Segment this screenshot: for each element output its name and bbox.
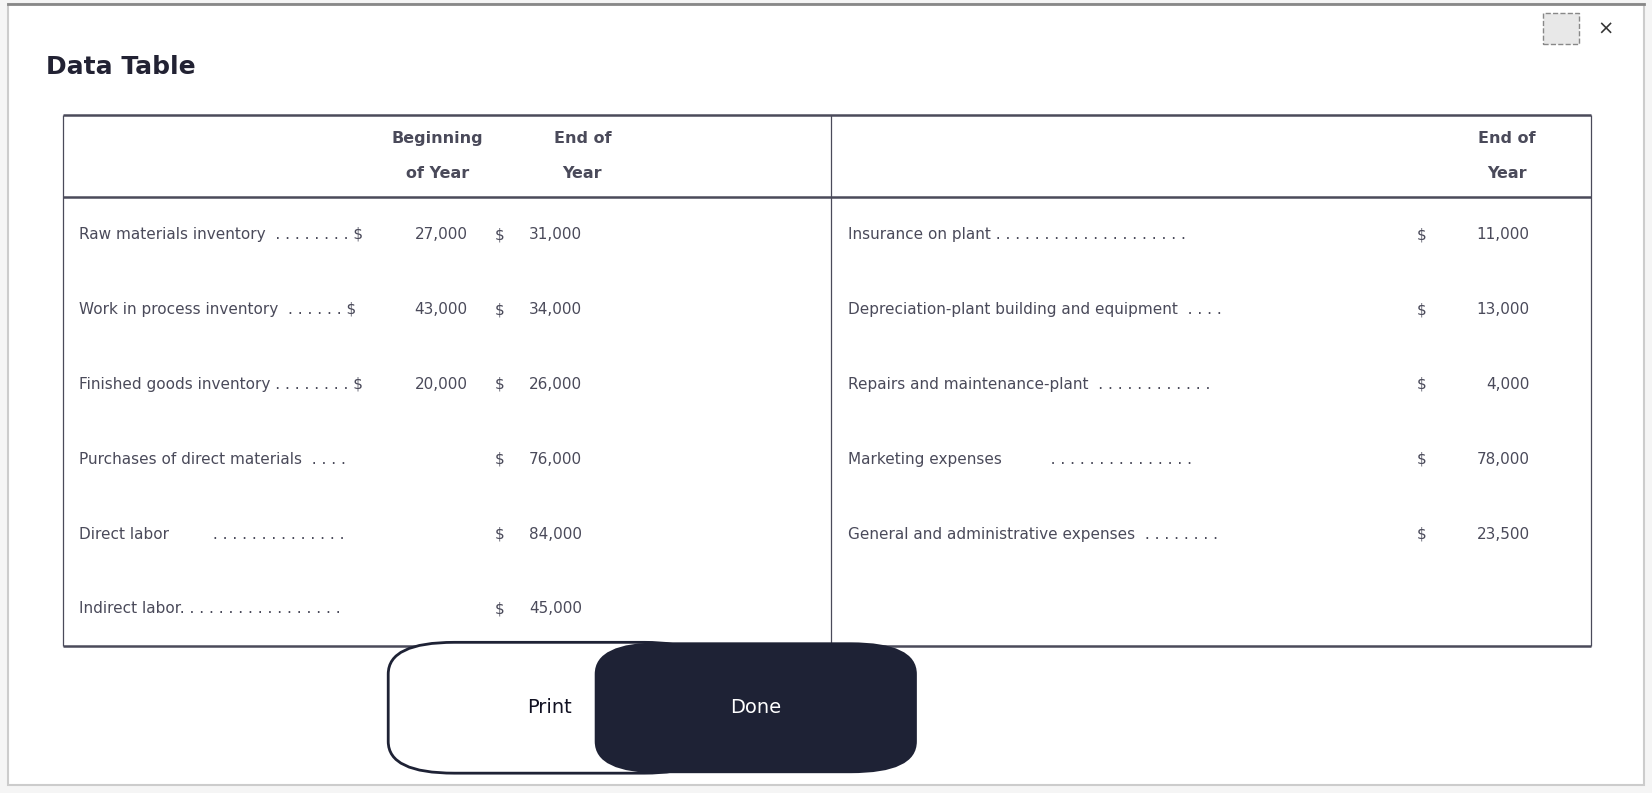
Text: $: $ <box>496 601 506 616</box>
Text: $: $ <box>1417 527 1426 542</box>
Text: $: $ <box>496 228 506 242</box>
Text: 34,000: 34,000 <box>529 302 582 317</box>
Text: Work in process inventory  . . . . . . $: Work in process inventory . . . . . . $ <box>79 302 357 317</box>
Bar <box>1543 13 1579 44</box>
Text: $: $ <box>1417 228 1426 242</box>
Text: $: $ <box>496 527 506 542</box>
Text: −: − <box>1556 22 1566 35</box>
FancyBboxPatch shape <box>8 4 1644 785</box>
Text: 4,000: 4,000 <box>1487 377 1530 392</box>
Text: 76,000: 76,000 <box>529 452 582 467</box>
Text: 78,000: 78,000 <box>1477 452 1530 467</box>
Text: Direct labor         . . . . . . . . . . . . . .: Direct labor . . . . . . . . . . . . . . <box>79 527 345 542</box>
Text: Year: Year <box>1487 166 1526 181</box>
Text: Raw materials inventory  . . . . . . . . $: Raw materials inventory . . . . . . . . … <box>79 228 363 242</box>
Text: Indirect labor. . . . . . . . . . . . . . . . .: Indirect labor. . . . . . . . . . . . . … <box>79 601 340 616</box>
Text: 45,000: 45,000 <box>529 601 582 616</box>
Text: $: $ <box>496 377 506 392</box>
Text: General and administrative expenses  . . . . . . . .: General and administrative expenses . . … <box>847 527 1218 542</box>
Text: 26,000: 26,000 <box>529 377 582 392</box>
Text: 13,000: 13,000 <box>1477 302 1530 317</box>
Text: End of: End of <box>1479 131 1536 146</box>
Text: Finished goods inventory . . . . . . . . $: Finished goods inventory . . . . . . . .… <box>79 377 363 392</box>
FancyBboxPatch shape <box>595 642 917 773</box>
Text: Done: Done <box>730 699 781 717</box>
Text: 84,000: 84,000 <box>529 527 582 542</box>
Text: of Year: of Year <box>405 166 469 181</box>
FancyBboxPatch shape <box>388 642 710 773</box>
Text: $: $ <box>1417 452 1426 467</box>
Text: $: $ <box>1417 377 1426 392</box>
Text: Beginning: Beginning <box>392 131 482 146</box>
Text: 20,000: 20,000 <box>415 377 468 392</box>
Text: 43,000: 43,000 <box>415 302 468 317</box>
Text: $: $ <box>1417 302 1426 317</box>
Text: Depreciation-plant building and equipment  . . . .: Depreciation-plant building and equipmen… <box>847 302 1222 317</box>
Text: Data Table: Data Table <box>46 56 197 79</box>
Text: Insurance on plant . . . . . . . . . . . . . . . . . . . .: Insurance on plant . . . . . . . . . . .… <box>847 228 1186 242</box>
Text: Repairs and maintenance-plant  . . . . . . . . . . . .: Repairs and maintenance-plant . . . . . … <box>847 377 1211 392</box>
Text: Marketing expenses          . . . . . . . . . . . . . . .: Marketing expenses . . . . . . . . . . .… <box>847 452 1193 467</box>
Text: ×: × <box>1597 20 1614 39</box>
Text: End of: End of <box>553 131 611 146</box>
Text: 23,500: 23,500 <box>1477 527 1530 542</box>
Text: 11,000: 11,000 <box>1477 228 1530 242</box>
Text: 27,000: 27,000 <box>415 228 468 242</box>
Text: $: $ <box>496 302 506 317</box>
Text: 31,000: 31,000 <box>529 228 582 242</box>
Text: Print: Print <box>527 699 572 717</box>
Text: Year: Year <box>563 166 601 181</box>
Text: Purchases of direct materials  . . . .: Purchases of direct materials . . . . <box>79 452 347 467</box>
Text: $: $ <box>496 452 506 467</box>
